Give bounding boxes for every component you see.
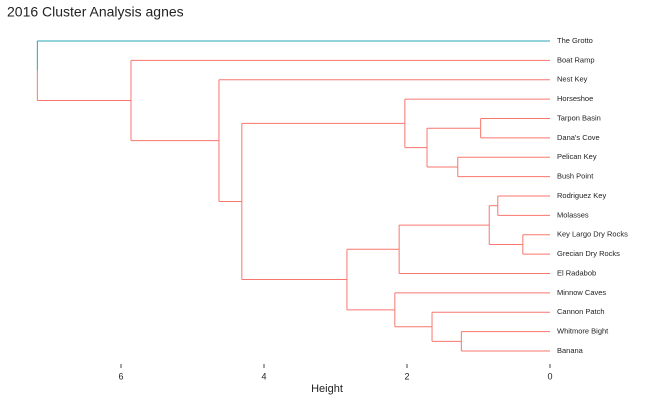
leaf-label: Minnow Caves bbox=[557, 288, 606, 297]
leaf-label: Dana's Cove bbox=[557, 133, 600, 142]
leaf-label: El Radabob bbox=[557, 268, 596, 277]
leaf-label: Pelican Key bbox=[557, 152, 597, 161]
leaf-label: Bush Point bbox=[557, 172, 594, 181]
leaf-label: Nest Key bbox=[557, 75, 588, 84]
leaf-label: Key Largo Dry Rocks bbox=[557, 230, 628, 239]
leaf-label: Horseshoe bbox=[557, 94, 593, 103]
x-tick-label: 4 bbox=[261, 371, 266, 381]
leaf-label: Boat Ramp bbox=[557, 55, 595, 64]
leaf-label: Grecian Dry Rocks bbox=[557, 249, 620, 258]
leaf-label: Molasses bbox=[557, 210, 589, 219]
leaf-label: Cannon Patch bbox=[557, 307, 605, 316]
x-tick-label: 2 bbox=[404, 371, 409, 381]
leaf-label: Rodriguez Key bbox=[557, 191, 606, 200]
chart-title: 2016 Cluster Analysis agnes bbox=[7, 4, 184, 20]
leaf-label: Tarpon Basin bbox=[557, 113, 601, 122]
x-tick-label: 6 bbox=[118, 371, 123, 381]
leaf-label: Banana bbox=[557, 346, 584, 355]
leaf-label: Whitmore Bight bbox=[557, 327, 609, 336]
x-tick-label: 0 bbox=[547, 371, 552, 381]
leaf-label: The Grotto bbox=[557, 36, 593, 45]
x-axis-label: Height bbox=[311, 383, 343, 395]
